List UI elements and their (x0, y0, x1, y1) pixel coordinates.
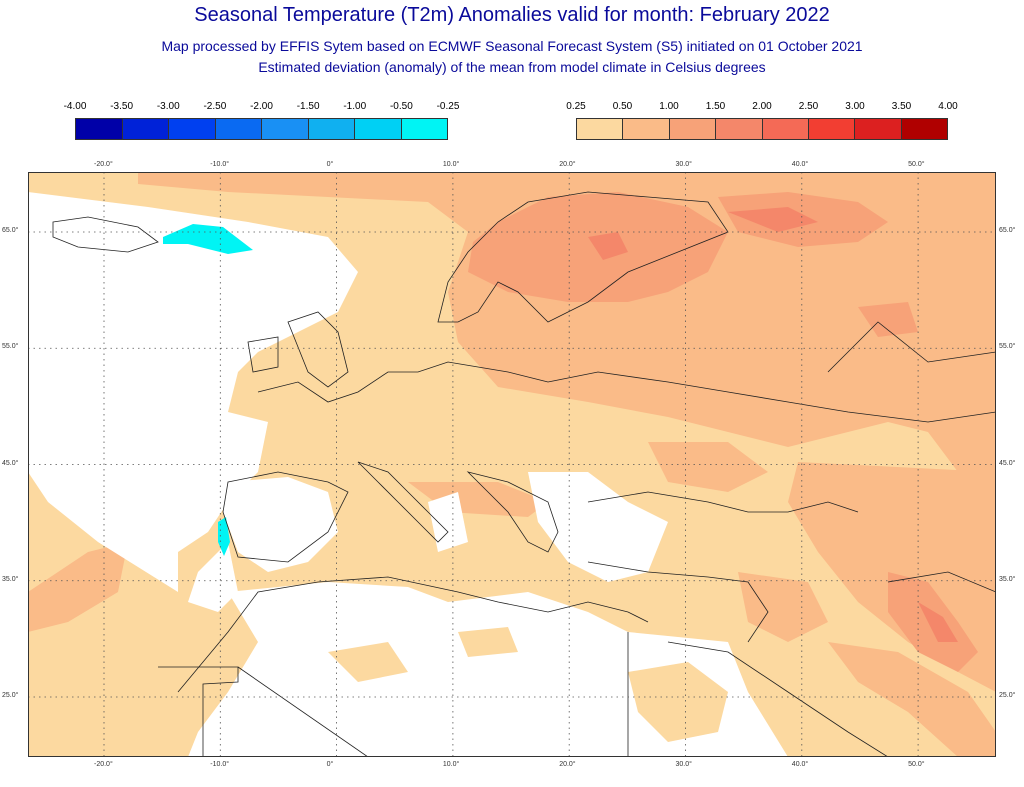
latitude-label: 45.0° (999, 459, 1016, 467)
legend-tick-label: -2.00 (250, 101, 273, 112)
legend-tick-label: -2.50 (203, 101, 227, 112)
latitude-label: 25.0° (999, 692, 1016, 699)
legend-tick-label: 0.25 (566, 101, 586, 112)
map-graticule (28, 172, 996, 757)
legend-tick-label: -0.25 (436, 101, 460, 112)
longitude-label: 10.0° (442, 161, 460, 168)
legend-color-swatch (716, 119, 763, 139)
map-subtitle: Map processed by EFFIS Sytem based on EC… (161, 38, 863, 54)
anomaly-negative-areas (163, 224, 253, 556)
legend-tick-label: 1.00 (659, 101, 679, 112)
legend-tick-label: -3.50 (110, 101, 134, 112)
latitude-label: 65.0° (2, 227, 19, 234)
anomaly-0.25-0.5-patches (328, 627, 728, 742)
legend-tick-label: 0.50 (612, 101, 633, 112)
legend-negative-labels: -4.00 -3.50 -3.00 -2.50 -2.00 -1.50 -1.00 -0.50… (64, 101, 460, 115)
legend-color-swatch (215, 119, 262, 139)
latitude-label: 25.0° (2, 692, 19, 699)
legend-positive-anomalies: 0.25 0.50 1.00 1.50 2.00 2.50 3.00 3.50 4.00 (566, 101, 958, 140)
map-units-note: Estimated deviation (anomaly) of the mea… (258, 59, 766, 75)
longitude-label: 0° (326, 161, 334, 168)
legend-color-swatch (855, 119, 902, 139)
legend-negative-colorbar (75, 118, 448, 140)
legend-positive-labels: 0.25 0.50 1.00 1.50 2.00 2.50 3.00 3.50 4.00 (566, 101, 957, 115)
legend-tick-label: -1.50 (296, 101, 320, 112)
coastlines-and-borders (52, 191, 996, 757)
latitude-label: 65.0° (999, 227, 1016, 234)
longitude-label: -20.0° (94, 161, 113, 168)
longitude-label: 0° (326, 761, 334, 768)
legend-tick-label: 4.00 (938, 101, 958, 112)
legend-color-swatch (623, 119, 670, 139)
latitude-label: 45.0° (2, 459, 19, 467)
legend-color-swatch (401, 119, 447, 139)
legend-color-swatch (122, 119, 169, 139)
anomaly-map (28, 172, 996, 757)
legend-color-swatch (262, 119, 309, 139)
legend-tick-label: 3.50 (891, 101, 912, 112)
anomaly-1.5-2.0-areas (588, 207, 958, 642)
longitude-label: 40.0° (791, 161, 809, 168)
longitude-label: 50.0° (908, 761, 925, 768)
legend-color-swatch (577, 119, 624, 139)
legend-positive-colorbar (576, 118, 948, 140)
longitude-label: -10.0° (210, 161, 230, 168)
legend-tick-label: 2.50 (798, 101, 819, 112)
legend-tick-label: -4.00 (63, 101, 87, 112)
longitude-label: -20.0° (94, 761, 113, 768)
longitude-label: 20.0° (559, 761, 576, 768)
longitude-label: 40.0° (791, 761, 809, 768)
legend-color-swatch (808, 119, 856, 139)
near-zero-anomaly-areas (28, 192, 788, 757)
longitude-label: -10.0° (210, 761, 230, 768)
longitude-label: 20.0° (559, 161, 576, 168)
legend-color-swatch (669, 119, 717, 139)
longitude-label: 30.0° (675, 161, 692, 168)
longitude-label: 30.0° (675, 761, 692, 768)
legend-tick-label: -1.00 (343, 101, 367, 112)
legend-color-swatch (901, 119, 947, 139)
longitude-label: 10.0° (442, 761, 460, 768)
legend-color-swatch (76, 119, 123, 139)
latitude-label: 35.0° (2, 575, 19, 583)
latitude-label: 55.0° (2, 343, 19, 351)
longitude-label: 50.0° (908, 161, 925, 168)
legend-color-swatch (169, 119, 216, 139)
legend-negative-anomalies: -4.00 -3.50 -3.00 -2.50 -2.00 -1.50 -1.00 -0.50… (64, 101, 460, 140)
latitude-label: 35.0° (999, 575, 1016, 583)
legend-tick-label: -0.50 (389, 101, 413, 112)
legend-color-swatch (762, 119, 809, 139)
legend-color-swatch (308, 119, 355, 139)
latitude-label: 55.0° (999, 343, 1016, 351)
map-title: Seasonal Temperature (T2m) Anomalies val… (194, 4, 830, 26)
legend-color-swatch (355, 119, 402, 139)
map-frame (28, 172, 996, 757)
legend-tick-label: 1.50 (705, 101, 726, 112)
legend-tick-label: -3.00 (156, 101, 180, 112)
legend-tick-label: 3.00 (845, 101, 865, 112)
legend-tick-label: 2.00 (752, 101, 772, 112)
